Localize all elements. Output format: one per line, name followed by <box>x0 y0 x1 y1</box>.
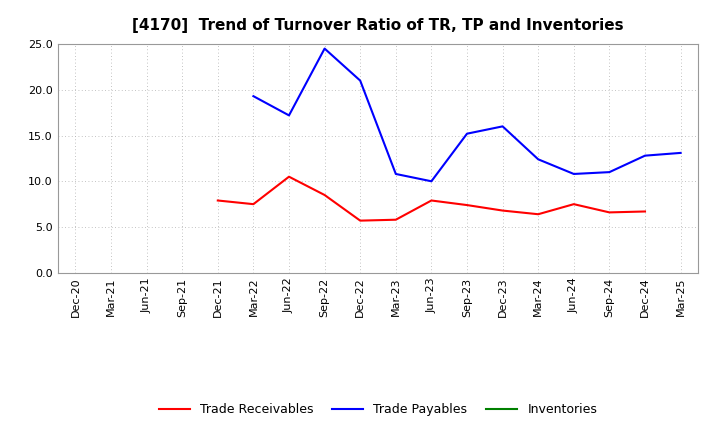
Trade Receivables <box>427 198 436 203</box>
Trade Payables <box>463 131 472 136</box>
Trade Receivables <box>392 217 400 222</box>
Trade Payables <box>676 150 685 156</box>
Trade Payables <box>356 78 364 83</box>
Trade Payables <box>284 113 293 118</box>
Trade Receivables <box>463 202 472 208</box>
Trade Payables <box>570 171 578 176</box>
Trade Receivables <box>534 212 543 217</box>
Trade Receivables <box>641 209 649 214</box>
Trade Receivables <box>284 174 293 180</box>
Trade Payables <box>641 153 649 158</box>
Trade Receivables <box>498 208 507 213</box>
Line: Trade Receivables: Trade Receivables <box>217 177 645 220</box>
Trade Payables <box>392 171 400 176</box>
Trade Receivables <box>605 210 613 215</box>
Trade Receivables <box>249 202 258 207</box>
Trade Payables <box>427 179 436 184</box>
Trade Receivables <box>356 218 364 223</box>
Trade Receivables <box>570 202 578 207</box>
Trade Payables <box>605 169 613 175</box>
Trade Payables <box>320 46 329 51</box>
Trade Receivables <box>213 198 222 203</box>
Trade Payables <box>534 157 543 162</box>
Legend: Trade Receivables, Trade Payables, Inventories: Trade Receivables, Trade Payables, Inven… <box>153 398 603 421</box>
Trade Payables <box>249 94 258 99</box>
Trade Receivables <box>320 192 329 198</box>
Title: [4170]  Trend of Turnover Ratio of TR, TP and Inventories: [4170] Trend of Turnover Ratio of TR, TP… <box>132 18 624 33</box>
Line: Trade Payables: Trade Payables <box>253 48 680 181</box>
Trade Payables <box>498 124 507 129</box>
